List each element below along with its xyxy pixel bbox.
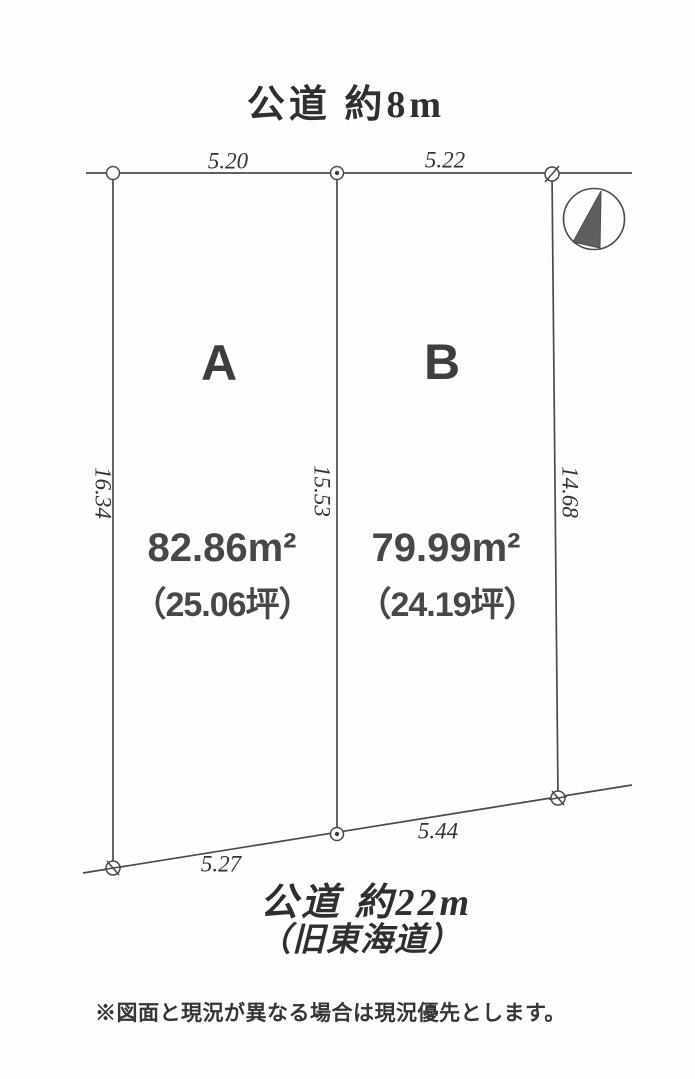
plot-b-label: B — [423, 334, 461, 390]
survey-marker-top-left-icon — [105, 165, 121, 181]
bottom-road-label: 公道 約22m — [259, 882, 473, 924]
survey-marker-dot — [334, 831, 340, 837]
dimension-top-a: 5.20 — [207, 148, 249, 174]
boundary-right-line — [551, 173, 559, 799]
disclaimer-note: ※図面と現況が異なる場合は現況優先とします。 — [95, 1002, 566, 1025]
survey-marker-cross-b — [106, 860, 120, 876]
survey-marker-slash — [544, 165, 560, 183]
plot-a-area-tsubo: （25.06坪） — [132, 586, 312, 624]
survey-marker-dot — [334, 170, 340, 176]
dimension-bottom-b: 5.44 — [417, 818, 459, 844]
dimension-top-b: 5.22 — [424, 147, 466, 173]
plot-a-label: A — [200, 335, 238, 391]
boundary-bottom-line — [82, 784, 633, 874]
top-road-label: 公道 約8m — [246, 84, 446, 126]
plot-a-area-m2: 82.86m² — [147, 526, 297, 570]
survey-marker-cross-b — [551, 790, 565, 806]
plot-b-area-m2: 79.99m² — [371, 526, 521, 570]
dimension-left-side: 16.34 — [90, 467, 116, 519]
plot-b-area-tsubo: （24.19坪） — [357, 586, 537, 624]
bottom-road-sublabel: （旧東海道） — [258, 922, 462, 959]
dimension-bottom-a: 5.27 — [200, 851, 242, 877]
dimension-middle: 15.53 — [309, 465, 335, 517]
north-arrow-icon — [562, 187, 626, 251]
dimension-right-side: 14.68 — [557, 466, 583, 518]
